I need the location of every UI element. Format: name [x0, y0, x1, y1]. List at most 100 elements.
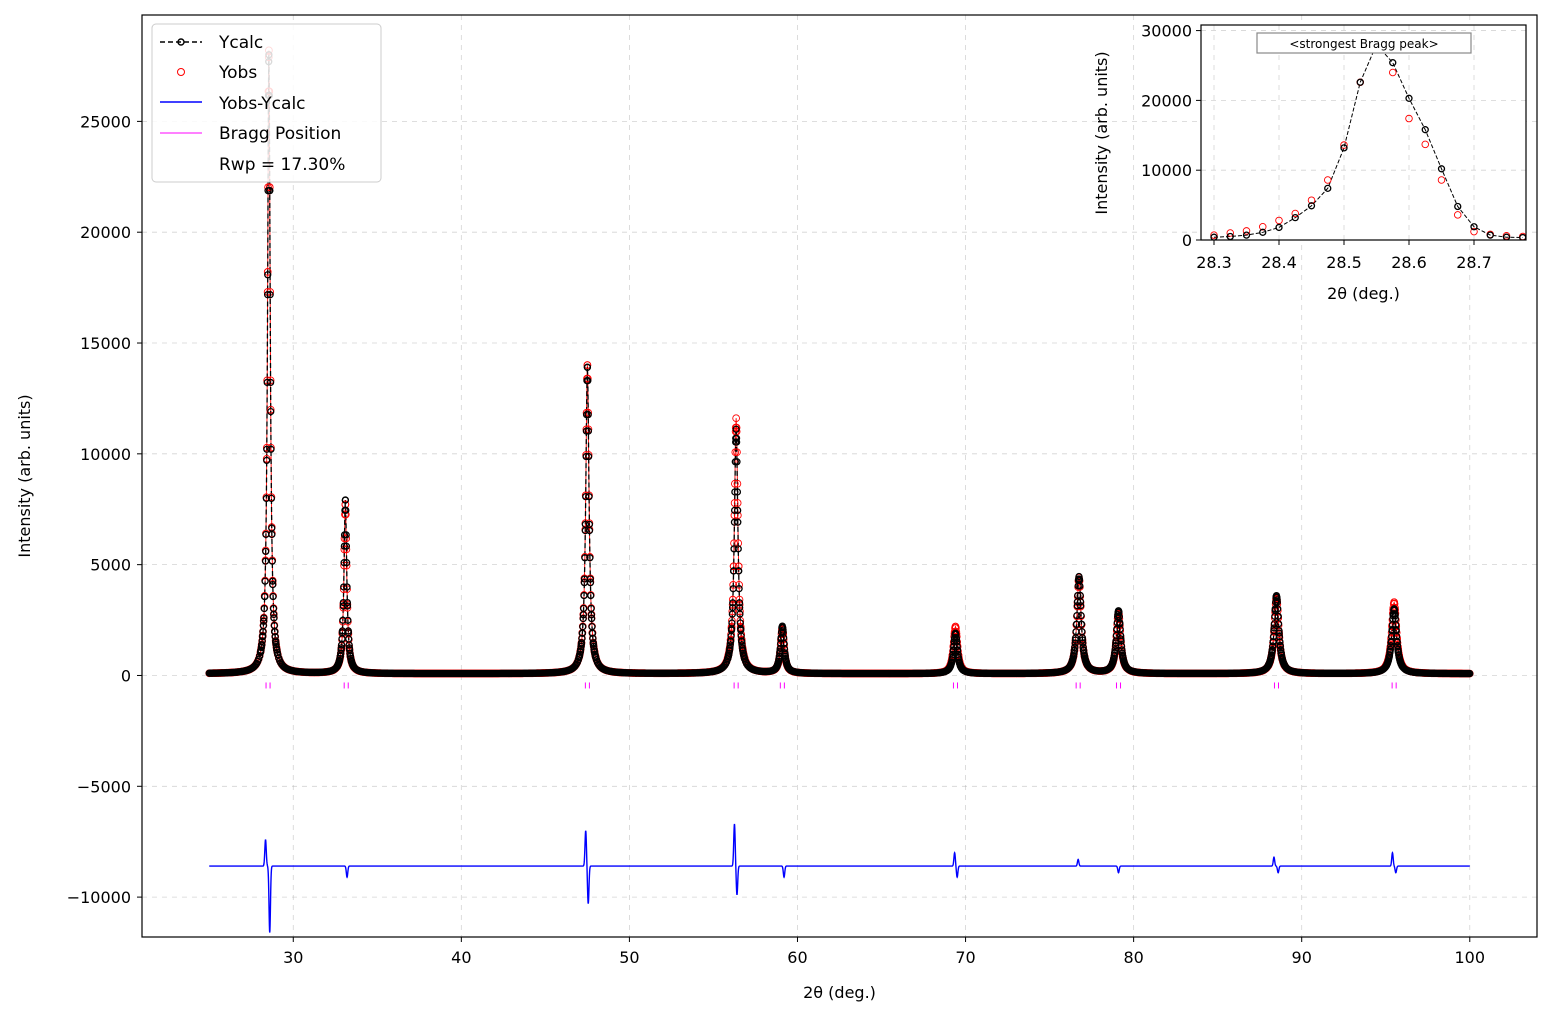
ycalc-point — [734, 545, 742, 553]
yobs-point — [1116, 632, 1125, 641]
ycalc-point — [270, 614, 278, 622]
ycalc-point — [587, 614, 596, 623]
inset-y-tick-label: 30000 — [1141, 22, 1192, 41]
ycalc-point — [1466, 669, 1474, 678]
inset-yobs-point — [1388, 68, 1397, 77]
ycalc-point — [270, 610, 278, 619]
inset-ycalc-markers — [1210, 40, 1526, 240]
inset-yobs-point — [1258, 222, 1267, 231]
ycalc-point — [267, 445, 275, 453]
yobs-point — [1270, 621, 1279, 630]
main-y-tick-label: 10000 — [80, 445, 131, 464]
inset-x-tick-label: 28.5 — [1326, 253, 1362, 272]
ycalc-point — [730, 518, 739, 526]
ycalc-point — [1275, 629, 1283, 637]
ycalc-point — [343, 602, 352, 610]
yobs-point — [343, 600, 352, 609]
main-chart: 30 40 50 60 70 80 90 100 −10000 −5000 0 5000 10000 1… — [15, 14, 1538, 1002]
ycalc-point — [577, 639, 586, 647]
main-plot-area — [205, 46, 1474, 933]
ycalc-point — [340, 583, 348, 591]
ycalc-point — [268, 530, 276, 539]
yobs-point — [262, 443, 271, 452]
ycalc-point — [1076, 597, 1085, 606]
ycalc-point — [585, 526, 594, 535]
inset-x-tick-label: 28.4 — [1261, 253, 1297, 272]
ycalc-point — [344, 616, 352, 624]
ycalc-point — [1079, 639, 1087, 647]
inset-yobs-point — [1340, 141, 1348, 149]
yobs-point — [733, 499, 742, 507]
ycalc-point — [727, 637, 735, 645]
ycalc-point — [260, 617, 268, 625]
yobs-point — [735, 581, 743, 589]
ycalc-point — [266, 291, 274, 299]
ycalc-point — [581, 554, 589, 562]
ycalc-point — [1271, 605, 1279, 613]
ycalc-point — [584, 410, 592, 419]
ycalc-point — [343, 583, 351, 591]
ycalc-point — [736, 610, 744, 618]
ycalc-point — [732, 438, 741, 446]
main-x-tick-label: 80 — [1123, 948, 1143, 967]
ycalc-point — [1074, 591, 1082, 600]
yobs-point — [341, 510, 350, 519]
yobs-point — [729, 581, 738, 589]
inset-y-tick-label: 0 — [1182, 231, 1192, 250]
legend-label-yobs: Yobs — [218, 63, 257, 83]
inset-ycalc-point — [1210, 233, 1218, 240]
inset-yobs-point — [1275, 216, 1283, 225]
ycalc-point — [735, 599, 744, 607]
ycalc-point — [263, 291, 272, 299]
inset-yobs-point — [1470, 227, 1478, 236]
ycalc-point — [1117, 642, 1126, 650]
inset-ycalc-point — [1275, 223, 1283, 232]
ycalc-point — [1276, 638, 1284, 646]
ycalc-point — [953, 638, 961, 646]
ycalc-point — [262, 547, 270, 556]
inset-ycalc-point — [1421, 126, 1429, 134]
inset-yobs-point — [1453, 211, 1462, 219]
inset-y-ticks: 0 10000 20000 30000 — [1141, 22, 1201, 250]
inset-background — [1201, 25, 1526, 240]
ycalc-point — [1111, 648, 1119, 657]
legend-rwp: Rwp = 17.30% — [219, 155, 345, 175]
ycalc-point — [580, 591, 588, 600]
ycalc-point — [953, 647, 962, 655]
ycalc-point — [1269, 638, 1277, 646]
ycalc-point — [729, 567, 738, 575]
ycalc-point — [729, 599, 737, 607]
inset-yobs-point — [1421, 140, 1429, 149]
ycalc-point — [1070, 646, 1079, 654]
ycalc-point — [731, 488, 739, 496]
ycalc-point — [342, 506, 350, 514]
ycalc-point — [953, 642, 961, 651]
ycalc-point — [1077, 611, 1085, 620]
yobs-point — [583, 361, 592, 369]
ycalc-point — [577, 645, 585, 654]
ycalc-point — [730, 506, 739, 515]
inset-ycalc-point — [1340, 144, 1348, 152]
ycalc-point — [952, 630, 960, 639]
inset-x-tick-label: 28.7 — [1456, 253, 1492, 272]
ycalc-point — [261, 577, 269, 585]
ycalc-point — [952, 635, 961, 643]
ycalc-point — [258, 640, 266, 649]
ycalc-point — [1394, 648, 1402, 657]
main-x-tick-label: 90 — [1292, 948, 1312, 967]
inset-ycalc-point — [1291, 214, 1299, 222]
ycalc-point — [579, 604, 588, 613]
ycalc-point — [339, 616, 347, 624]
ycalc-point — [1276, 642, 1284, 650]
ycalc-point — [1388, 626, 1396, 634]
yobs-point — [780, 640, 788, 649]
ycalc-point — [579, 623, 587, 631]
ycalc-point — [258, 637, 266, 645]
legend-label-difference: Yobs-Ycalc — [218, 94, 306, 114]
yobs-point — [262, 455, 271, 463]
inset-annotation: <strongest Bragg peak> — [1256, 32, 1472, 54]
ycalc-markers — [205, 51, 1474, 678]
main-plot-frame — [141, 14, 1538, 938]
yobs-point — [263, 268, 272, 276]
ycalc-point — [267, 494, 276, 503]
